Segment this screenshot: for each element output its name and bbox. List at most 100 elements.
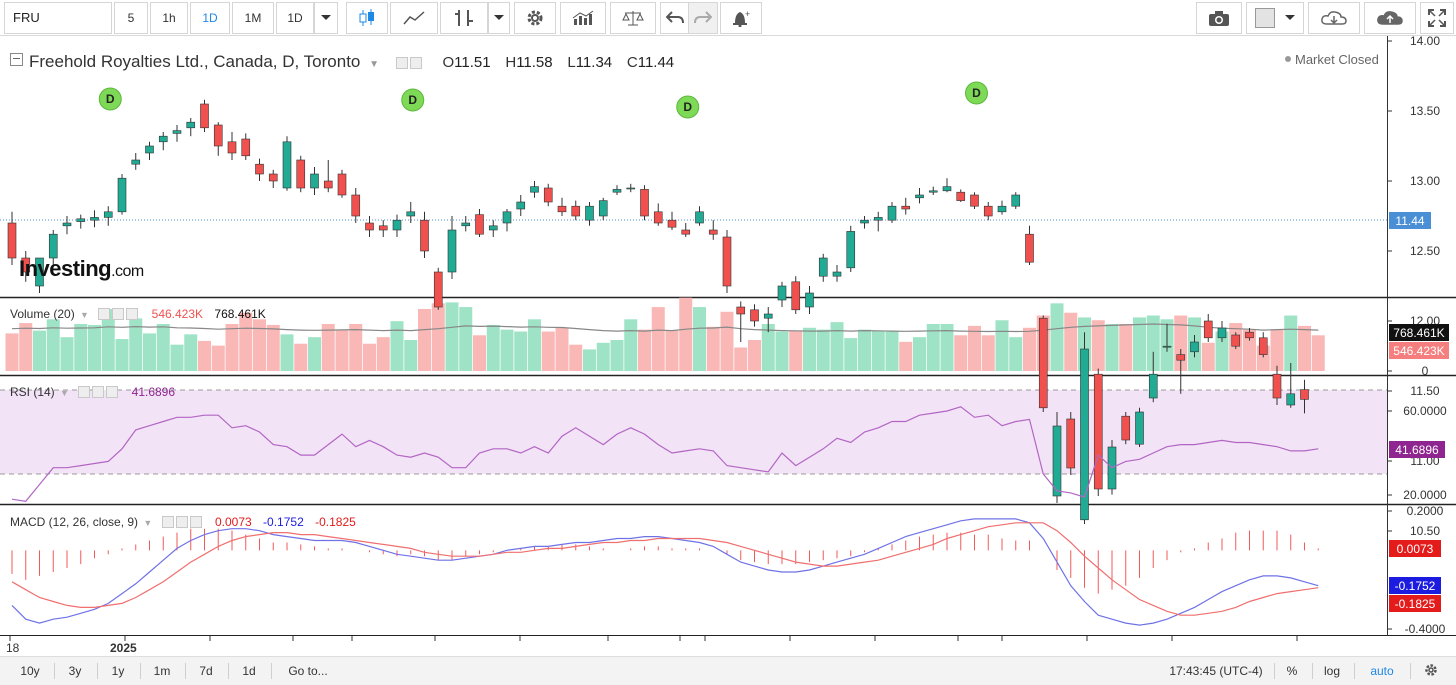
volume-bar	[1298, 325, 1311, 371]
volume-bar	[693, 307, 706, 371]
range-7d-button[interactable]: 7d	[199, 664, 213, 678]
candle-body	[1245, 331, 1254, 339]
dividend-marker	[401, 88, 425, 112]
dividend-marker-label: D	[972, 86, 981, 100]
scales-compare-icon[interactable]	[610, 2, 656, 34]
eye-icon[interactable]	[395, 57, 408, 69]
volume-bar	[129, 318, 143, 371]
volume-bar	[459, 307, 473, 371]
volume-bar	[1050, 303, 1064, 371]
rsi-value: 41.6896	[131, 385, 176, 399]
gear-icon[interactable]	[514, 2, 556, 34]
title-chevron-down-icon[interactable]: ▼	[369, 59, 380, 70]
svg-text:546.423K: 546.423K	[1393, 344, 1444, 358]
dividend-marker	[98, 87, 122, 111]
macd-close-icon[interactable]	[189, 516, 202, 528]
volume-bar	[184, 334, 198, 371]
interval-1m-button[interactable]: 1M	[232, 2, 274, 34]
range-1m-button[interactable]: 1m	[153, 664, 171, 678]
investing-logo: Investing.com	[19, 256, 144, 281]
symbol-search-input[interactable]: FRU	[4, 2, 112, 34]
interval-1d-button[interactable]: 1D	[190, 2, 230, 34]
volume-chevron-down-icon[interactable]: ▼	[80, 310, 89, 320]
interval-chevron-down-icon[interactable]	[314, 2, 338, 34]
candle-body	[970, 194, 979, 207]
rsi-eye-icon[interactable]	[78, 386, 91, 398]
candle-body	[323, 180, 333, 189]
candle-body	[667, 219, 677, 228]
rsi-axis-label: 60.0000	[1403, 404, 1447, 418]
rsi-line	[11, 406, 1319, 502]
macd-hist-value: 0.0073	[215, 515, 252, 529]
svg-text:0.0073: 0.0073	[1397, 542, 1434, 556]
price-last-tag: 11.44	[1389, 212, 1431, 229]
percent-scale-button[interactable]: %	[1286, 664, 1298, 678]
auto-scale-button[interactable]: auto	[1370, 664, 1394, 678]
volume-settings-icon[interactable]	[112, 308, 125, 320]
candle-body	[213, 124, 223, 147]
fullscreen-icon[interactable]	[1420, 2, 1454, 34]
chart-type-chevron-down-icon[interactable]	[488, 2, 510, 34]
volume-bar	[404, 339, 418, 371]
dividend-marker-label: D	[408, 93, 417, 107]
chart-canvas[interactable]: D D DD 10.5011.0011.5012.0012.5013.0013.50…	[0, 36, 1456, 656]
volume-bar	[473, 335, 486, 371]
time-axis: 18 2025	[6, 636, 1298, 655]
candle-body	[268, 173, 278, 182]
camera-snapshot-icon[interactable]	[1196, 2, 1242, 34]
candlestick-chart-type-icon[interactable]	[346, 2, 388, 34]
candle-body	[832, 271, 842, 277]
rsi-legend: RSI (14) ▼ 41.6896	[10, 385, 176, 399]
indicators-icon[interactable]	[390, 2, 438, 34]
go-to-date-button[interactable]: Go to...	[288, 664, 328, 678]
interval-5-button[interactable]: 5	[114, 2, 148, 34]
macd-settings-icon[interactable]	[175, 516, 188, 528]
rsi-chevron-down-icon[interactable]: ▼	[60, 388, 69, 398]
settings-gear-icon[interactable]	[1416, 657, 1446, 685]
undo-icon[interactable]	[660, 2, 690, 34]
volume-bar	[1009, 337, 1023, 371]
interval-dropdown-button[interactable]: 1D	[276, 2, 314, 34]
interval-1h-button[interactable]: 1h	[150, 2, 188, 34]
volume-bar	[5, 333, 19, 371]
macd-eye-icon[interactable]	[161, 516, 174, 528]
price-axis-label: 13.50	[1410, 104, 1440, 118]
volume-bar	[830, 322, 844, 371]
redo-icon[interactable]	[688, 2, 718, 34]
volume-bar	[624, 319, 638, 371]
svg-text:41.6896: 41.6896	[1395, 443, 1439, 457]
volume-bar	[486, 324, 500, 371]
macd-chevron-down-icon[interactable]: ▼	[143, 518, 153, 528]
volume-bar	[1064, 312, 1078, 371]
cloud-download-icon[interactable]	[1308, 2, 1360, 34]
alert-bell-icon[interactable]: +	[720, 2, 762, 34]
rsi-settings-icon[interactable]	[92, 386, 105, 398]
volume-bar	[954, 335, 968, 371]
candle-body	[117, 177, 127, 213]
collapse-legend-icon[interactable]	[10, 53, 23, 66]
volume-bar	[363, 343, 376, 371]
candle-body	[516, 201, 526, 210]
compare-chart-icon[interactable]	[560, 2, 606, 34]
volume-bar	[1146, 315, 1160, 371]
volume-close-icon[interactable]	[126, 308, 139, 320]
volume-bar	[198, 340, 211, 371]
cloud-upload-icon[interactable]	[1364, 2, 1416, 34]
svg-text:11.44: 11.44	[1395, 214, 1424, 228]
range-10y-button[interactable]: 10y	[20, 664, 40, 678]
candle-body	[406, 211, 416, 217]
candle-body	[571, 205, 581, 217]
svg-text:-0.1752: -0.1752	[1395, 579, 1436, 593]
settings-icon[interactable]	[409, 57, 422, 69]
range-3y-button[interactable]: 3y	[68, 664, 82, 678]
log-scale-button[interactable]: log	[1323, 664, 1340, 678]
candle-body	[433, 271, 443, 308]
volume-bar	[335, 329, 349, 371]
rsi-close-icon[interactable]	[106, 386, 119, 398]
range-1y-button[interactable]: 1y	[111, 664, 125, 678]
volume-eye-icon[interactable]	[98, 308, 111, 320]
color-picker-button[interactable]	[1246, 2, 1304, 34]
range-1d-button[interactable]: 1d	[242, 664, 256, 678]
bar-chart-type-icon[interactable]	[440, 2, 488, 34]
candle-body	[420, 219, 429, 252]
